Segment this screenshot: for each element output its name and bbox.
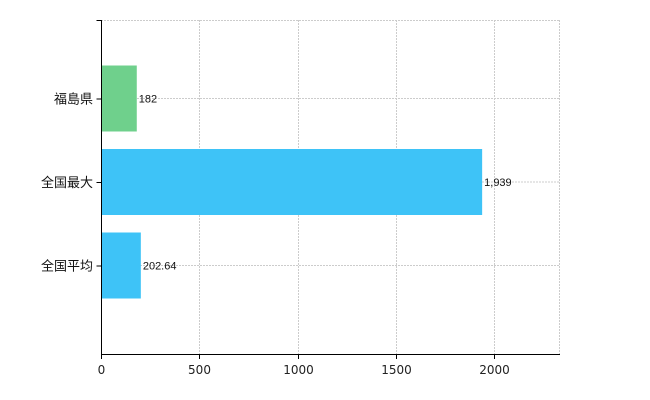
bar-1 bbox=[101, 65, 137, 132]
x-tick-label: 1500 bbox=[381, 363, 412, 377]
category-label: 全国平均 bbox=[41, 259, 93, 275]
axis-layer bbox=[96, 20, 560, 359]
x-tick-label: 1000 bbox=[283, 363, 314, 377]
data-label: 1,939 bbox=[484, 177, 512, 189]
x-tick-label: 500 bbox=[188, 363, 211, 377]
bar-layer bbox=[101, 65, 483, 299]
bar-3 bbox=[101, 232, 141, 299]
data-label: 182 bbox=[139, 94, 157, 106]
bar-2 bbox=[101, 149, 483, 215]
data-label: 202.64 bbox=[143, 261, 177, 273]
category-label: 福島県 bbox=[54, 93, 93, 108]
x-tick-label: 2000 bbox=[479, 363, 510, 377]
x-tick-label: 0 bbox=[98, 363, 106, 377]
category-label: 全国最大 bbox=[41, 175, 93, 191]
